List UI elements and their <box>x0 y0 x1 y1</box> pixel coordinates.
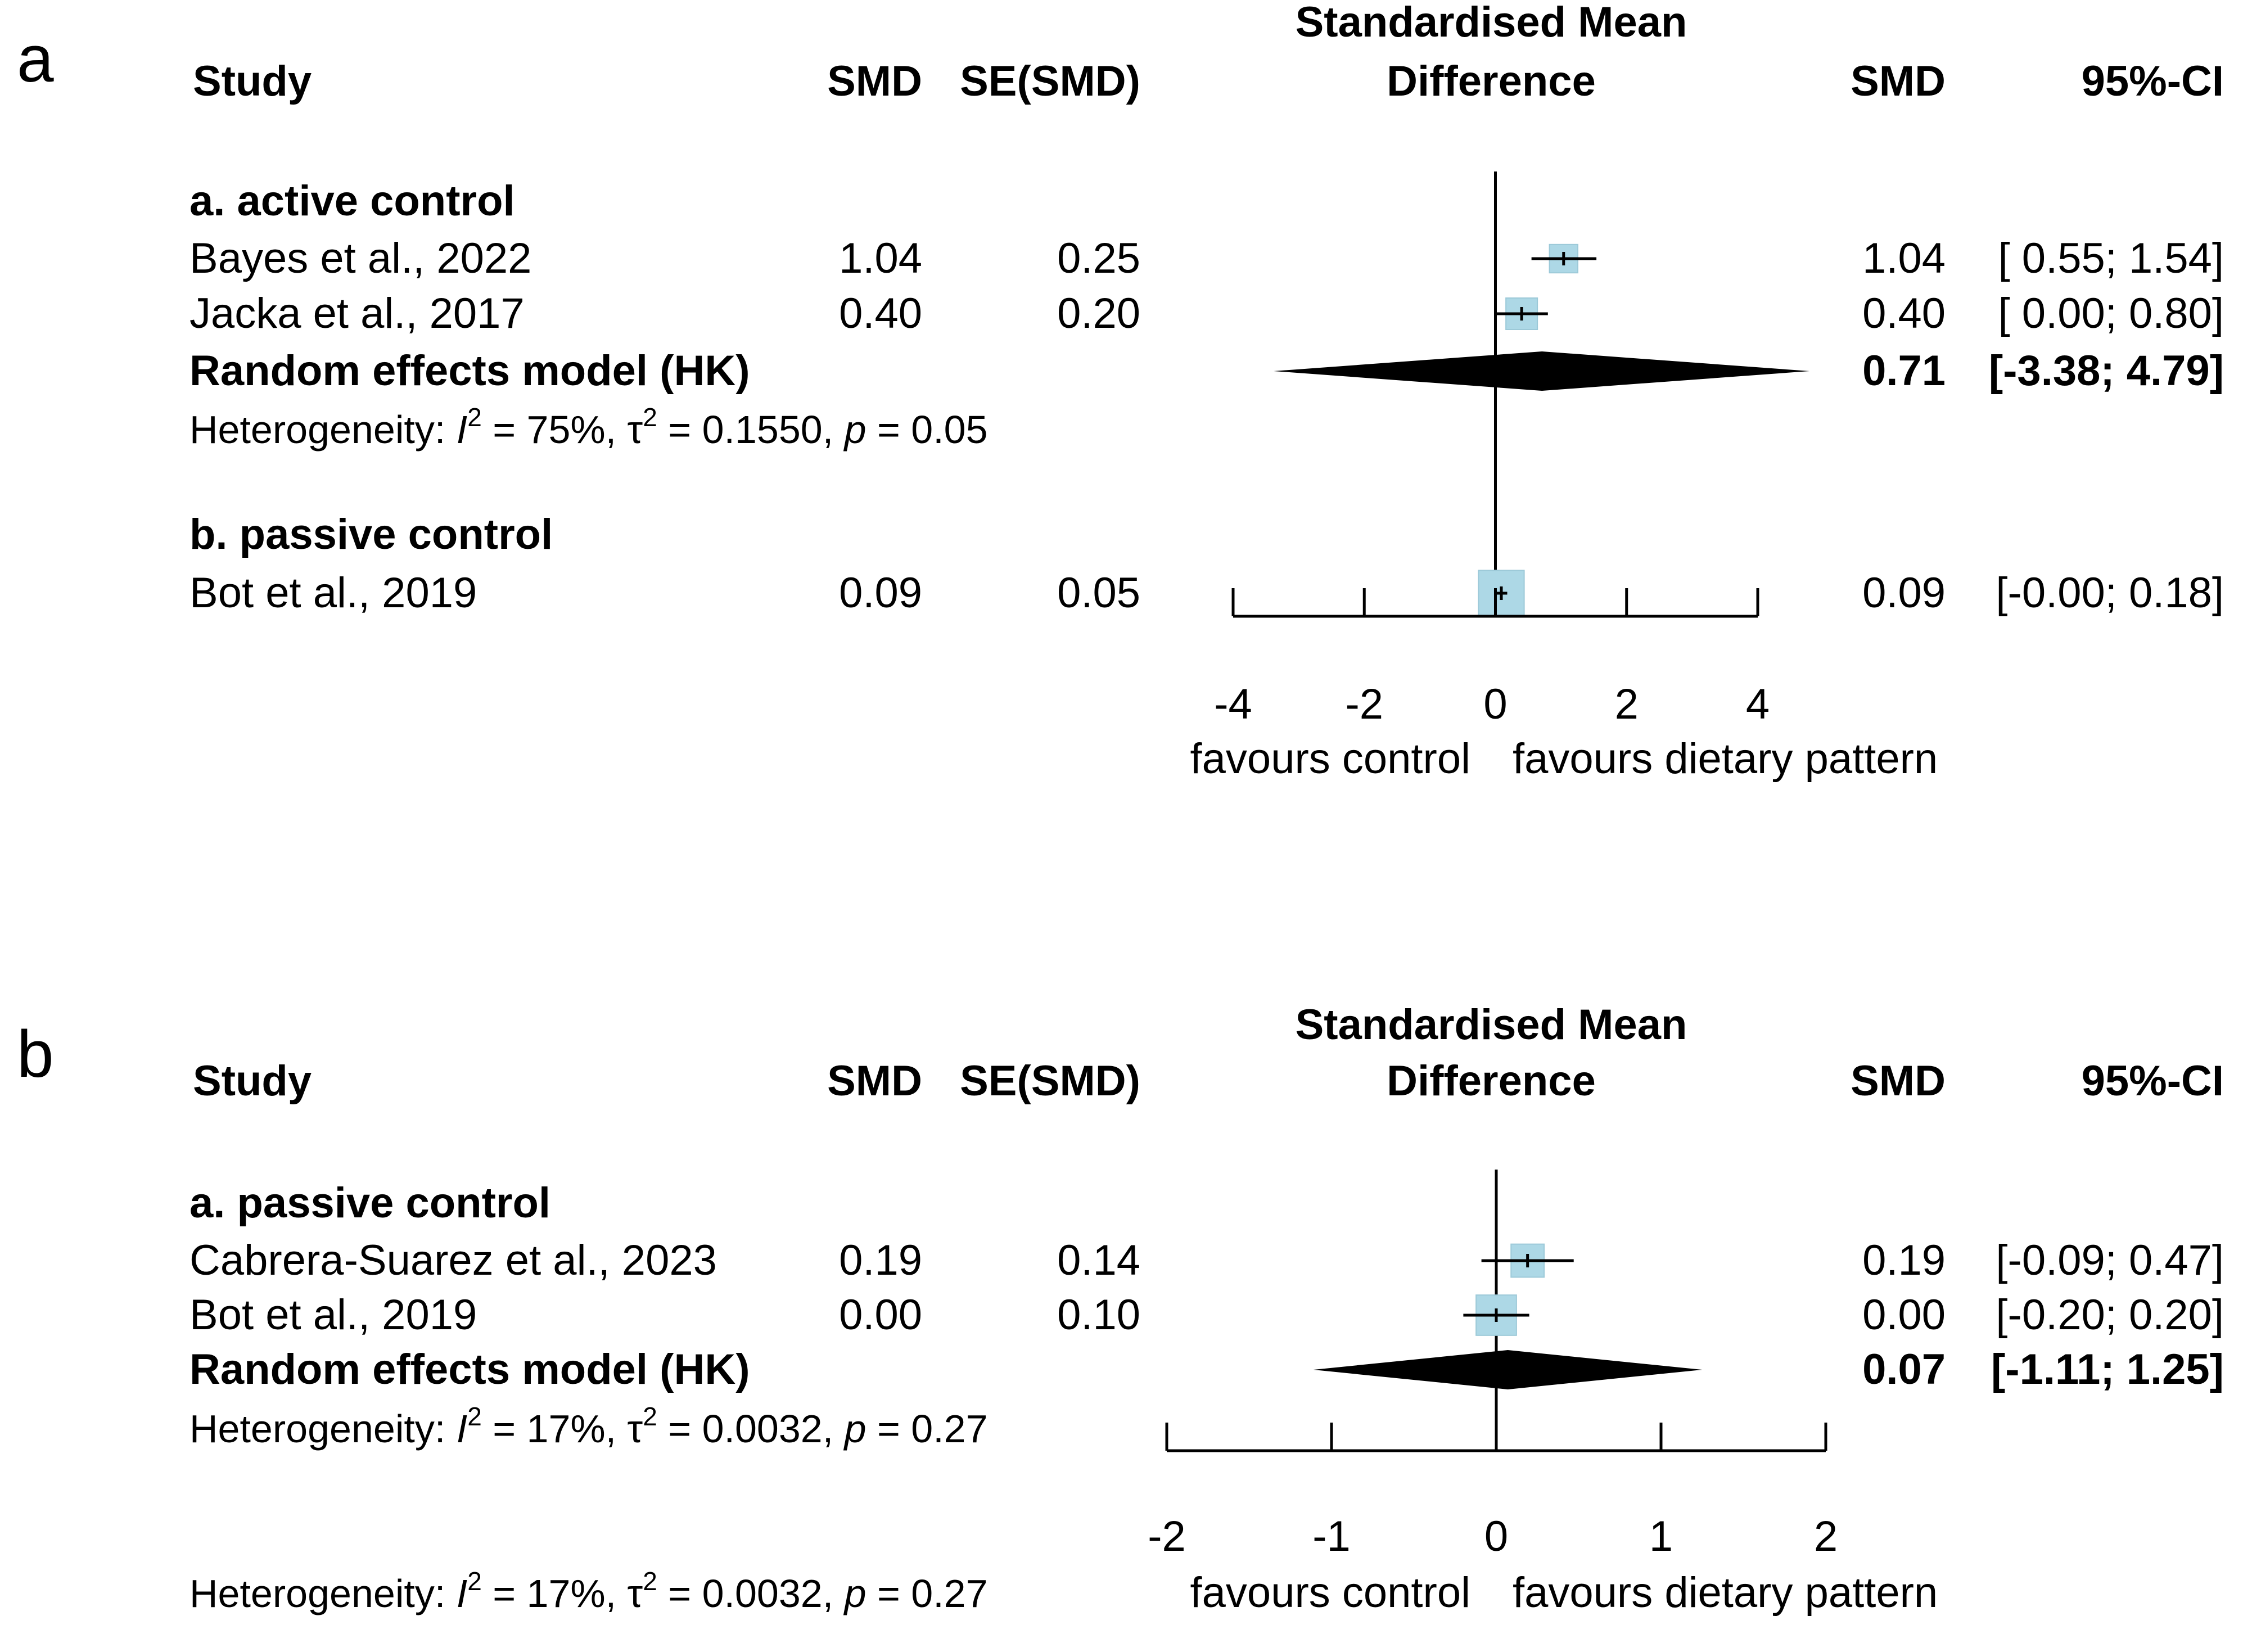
column-header-se-smd: SE(SMD) <box>960 57 1140 105</box>
pooled-diamond <box>1274 351 1810 391</box>
heterogeneity-text-prefix: Heterogeneity: <box>189 1407 457 1451</box>
study-smd: 0.09 <box>839 569 922 617</box>
x-tick-label: 0 <box>1484 1513 1508 1560</box>
heterogeneity-text-sup2: 2 <box>643 1402 657 1431</box>
x-tick-label: 1 <box>1649 1513 1673 1560</box>
study-smd-right: 0.19 <box>1862 1236 1946 1284</box>
study-name: Bot et al., 2019 <box>189 569 477 617</box>
column-header-study: Study <box>193 57 312 105</box>
study-smd-right: 0.40 <box>1862 290 1946 337</box>
pooled-label: Random effects model (HK) <box>189 347 750 395</box>
xlabel-favours-dietary-pattern: favours dietary pattern <box>1513 1569 1938 1617</box>
plot-title-line1: Standardised Mean <box>1296 0 1687 46</box>
pooled-smd: 0.71 <box>1862 347 1946 395</box>
subgroup-label: b. passive control <box>189 511 553 558</box>
overall-heterogeneity-text: Heterogeneity: I2 = 17%, τ2 = 0.0032, p … <box>189 1567 988 1615</box>
heterogeneity-text-p: p <box>843 1407 866 1451</box>
pooled-diamond <box>1313 1350 1703 1389</box>
overall-heterogeneity-text-mid2: = 0.0032, <box>657 1572 845 1615</box>
subgroup-label: a. active control <box>189 177 515 225</box>
subgroup-label: a. passive control <box>189 1179 550 1227</box>
study-ci: [-0.09; 0.47] <box>1996 1236 2224 1284</box>
x-tick-label: -2 <box>1148 1513 1186 1560</box>
study-name: Jacka et al., 2017 <box>189 290 525 337</box>
study-se: 0.14 <box>1057 1236 1140 1284</box>
x-tick-label: -1 <box>1312 1513 1351 1560</box>
study-name: Cabrera-Suarez et al., 2023 <box>189 1236 717 1284</box>
column-header-smd-right: SMD <box>1851 57 1946 105</box>
heterogeneity-text-mid1: = 17%, τ <box>482 1407 643 1451</box>
xlabel-favours-control: favours control <box>1190 735 1470 783</box>
x-tick-label: 4 <box>1746 680 1770 728</box>
plot-title-line2: Difference <box>1387 57 1596 105</box>
x-tick-label: 2 <box>1814 1513 1838 1560</box>
plot-title-line1: Standardised Mean <box>1296 1001 1687 1049</box>
heterogeneity-text-i: I <box>457 1407 467 1451</box>
column-header-se-smd: SE(SMD) <box>960 1057 1140 1105</box>
column-header-ci: 95%-CI <box>2082 57 2224 105</box>
pooled-smd: 0.07 <box>1862 1346 1946 1393</box>
overall-heterogeneity-text-mid1: = 17%, τ <box>482 1572 643 1615</box>
forest-panel-a: a Standardised Mean Difference Study SMD SE(S… <box>17 0 2224 783</box>
heterogeneity-text-mid1: = 75%, τ <box>482 408 643 452</box>
overall-heterogeneity-text-end: = 0.27 <box>866 1572 988 1615</box>
heterogeneity-text-end: = 0.05 <box>866 408 988 452</box>
overall-heterogeneity-text-p: p <box>843 1572 866 1615</box>
heterogeneity-text: Heterogeneity: I2 = 17%, τ2 = 0.0032, p … <box>189 1402 988 1451</box>
panel-label: b <box>17 1017 54 1091</box>
study-name: Bayes et al., 2022 <box>189 234 531 282</box>
column-header-smd-right: SMD <box>1851 1057 1946 1105</box>
study-name: Bot et al., 2019 <box>189 1291 477 1339</box>
column-header-study: Study <box>193 1057 312 1105</box>
study-smd: 0.00 <box>839 1291 922 1339</box>
panel-label: a <box>17 22 54 96</box>
study-se: 0.25 <box>1057 234 1140 282</box>
plot-title-line2: Difference <box>1387 1057 1596 1105</box>
x-tick-label: 0 <box>1483 680 1507 728</box>
column-header-smd: SMD <box>827 1057 922 1105</box>
study-smd: 0.40 <box>839 290 922 337</box>
heterogeneity-text-mid2: = 0.0032, <box>657 1407 845 1451</box>
study-smd: 1.04 <box>839 234 922 282</box>
xlabel-favours-dietary-pattern: favours dietary pattern <box>1513 735 1938 783</box>
heterogeneity-text-end: = 0.27 <box>866 1407 988 1451</box>
x-tick-label: 2 <box>1615 680 1639 728</box>
study-smd: 0.19 <box>839 1236 922 1284</box>
study-ci: [-0.00; 0.18] <box>1996 569 2224 617</box>
heterogeneity-text-sup1: 2 <box>467 1402 482 1431</box>
x-tick-label: -2 <box>1345 680 1383 728</box>
study-ci: [ 0.00; 0.80] <box>1998 290 2224 337</box>
study-smd-right: 0.00 <box>1862 1291 1946 1339</box>
study-se: 0.05 <box>1057 569 1140 617</box>
study-ci: [ 0.55; 1.54] <box>1998 234 2224 282</box>
overall-heterogeneity-text-i: I <box>457 1572 467 1615</box>
study-se: 0.10 <box>1057 1291 1140 1339</box>
heterogeneity-text: Heterogeneity: I2 = 75%, τ2 = 0.1550, p … <box>189 403 988 452</box>
pooled-ci: [-1.11; 1.25] <box>1991 1346 2224 1393</box>
overall-heterogeneity-text-sup1: 2 <box>467 1567 482 1596</box>
heterogeneity-text-mid2: = 0.1550, <box>657 408 845 452</box>
pooled-label: Random effects model (HK) <box>189 1346 750 1393</box>
study-se: 0.20 <box>1057 290 1140 337</box>
overall-heterogeneity-text-prefix: Heterogeneity: <box>189 1572 457 1615</box>
heterogeneity-text-i: I <box>457 408 467 452</box>
x-tick-label: -4 <box>1214 680 1252 728</box>
heterogeneity-text-p: p <box>843 408 866 452</box>
column-header-smd: SMD <box>827 57 922 105</box>
heterogeneity-text-sup2: 2 <box>643 403 657 432</box>
overall-heterogeneity-text-sup2: 2 <box>643 1567 657 1596</box>
forest-panel-b: b Standardised Mean Difference Study SMD SE(S… <box>17 1001 2224 1617</box>
study-smd-right: 0.09 <box>1862 569 1946 617</box>
pooled-ci: [-3.38; 4.79] <box>1989 347 2224 395</box>
study-smd-right: 1.04 <box>1862 234 1946 282</box>
column-header-ci: 95%-CI <box>2082 1057 2224 1105</box>
heterogeneity-text-sup1: 2 <box>467 403 482 432</box>
heterogeneity-text-prefix: Heterogeneity: <box>189 408 457 452</box>
xlabel-favours-control: favours control <box>1190 1569 1470 1617</box>
study-ci: [-0.20; 0.20] <box>1996 1291 2224 1339</box>
